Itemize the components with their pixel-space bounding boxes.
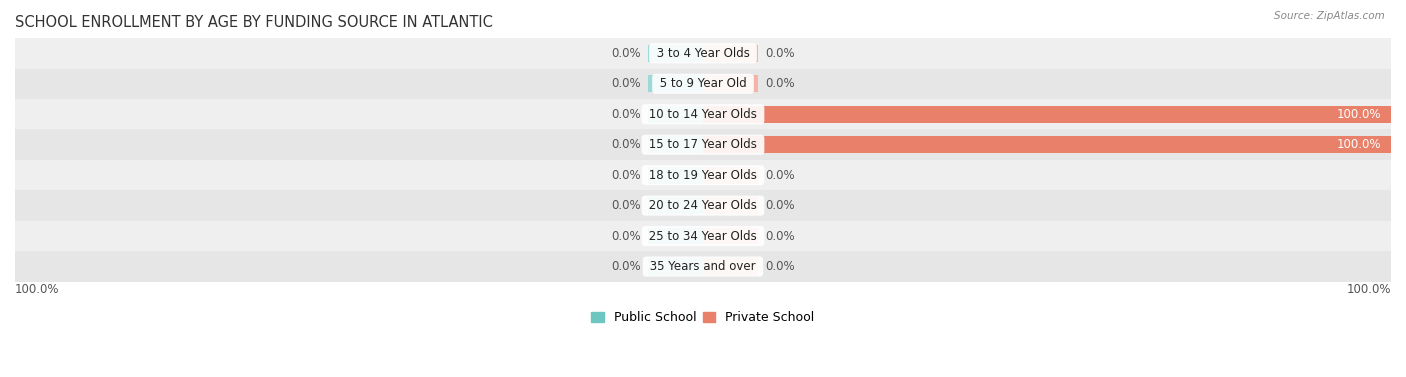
Text: 100.0%: 100.0% [15,283,59,296]
Text: 0.0%: 0.0% [612,108,641,121]
Text: 5 to 9 Year Old: 5 to 9 Year Old [655,77,751,90]
Bar [703,45,758,62]
Text: 0.0%: 0.0% [612,47,641,60]
Text: 0.0%: 0.0% [765,77,794,90]
Text: 0.0%: 0.0% [765,199,794,212]
Legend: Public School, Private School: Public School, Private School [586,306,820,329]
Text: 0.0%: 0.0% [612,138,641,151]
Text: 0.0%: 0.0% [612,260,641,273]
Text: 0.0%: 0.0% [765,47,794,60]
Bar [703,197,758,214]
Bar [648,75,703,92]
Text: 35 Years and over: 35 Years and over [647,260,759,273]
Text: 18 to 19 Year Olds: 18 to 19 Year Olds [645,169,761,182]
Bar [648,106,703,123]
Bar [648,197,703,214]
Text: 0.0%: 0.0% [612,169,641,182]
Text: 10 to 14 Year Olds: 10 to 14 Year Olds [645,108,761,121]
Bar [703,75,758,92]
Bar [15,38,1391,69]
Text: Source: ZipAtlas.com: Source: ZipAtlas.com [1274,11,1385,21]
Bar [15,221,1391,251]
Text: 0.0%: 0.0% [765,230,794,242]
Text: 0.0%: 0.0% [612,77,641,90]
Text: 0.0%: 0.0% [612,230,641,242]
Bar [15,251,1391,282]
Text: 3 to 4 Year Olds: 3 to 4 Year Olds [652,47,754,60]
Bar [703,136,1391,153]
Bar [703,106,1391,123]
Bar [648,258,703,275]
Text: 100.0%: 100.0% [1347,283,1391,296]
Bar [703,167,758,184]
Bar [648,136,703,153]
Bar [703,258,758,275]
Text: 100.0%: 100.0% [1336,108,1381,121]
Text: 0.0%: 0.0% [612,199,641,212]
Text: 15 to 17 Year Olds: 15 to 17 Year Olds [645,138,761,151]
Text: 100.0%: 100.0% [1336,138,1381,151]
Bar [648,45,703,62]
Bar [15,160,1391,190]
Text: SCHOOL ENROLLMENT BY AGE BY FUNDING SOURCE IN ATLANTIC: SCHOOL ENROLLMENT BY AGE BY FUNDING SOUR… [15,15,494,30]
Bar [15,69,1391,99]
Text: 0.0%: 0.0% [765,260,794,273]
Bar [15,129,1391,160]
Bar [15,190,1391,221]
Text: 0.0%: 0.0% [765,169,794,182]
Bar [648,228,703,244]
Bar [703,228,758,244]
Text: 25 to 34 Year Olds: 25 to 34 Year Olds [645,230,761,242]
Text: 20 to 24 Year Olds: 20 to 24 Year Olds [645,199,761,212]
Bar [15,99,1391,129]
Bar [648,167,703,184]
